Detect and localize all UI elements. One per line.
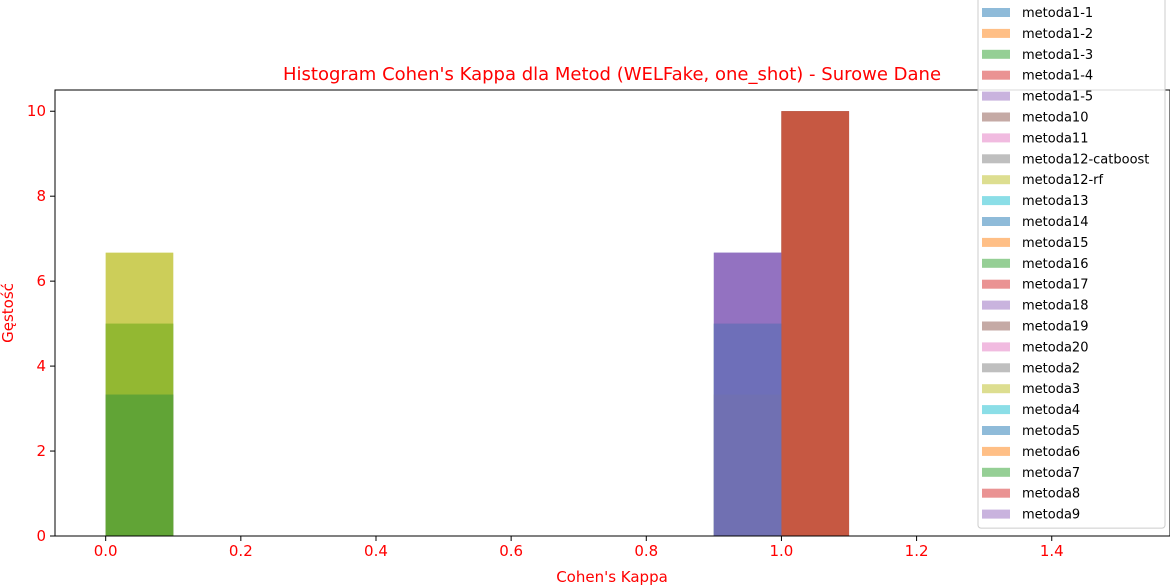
x-tick-label: 1.4	[1040, 542, 1064, 560]
legend-label: metoda1-2	[1022, 27, 1093, 42]
legend: metoda1-1 metoda1-2 metoda1-3 metoda1-4 meto…	[977, 0, 1166, 529]
x-tick-label: 1.0	[770, 542, 794, 560]
legend-label: metoda19	[1022, 320, 1088, 335]
x-tick-label: 0.2	[229, 542, 253, 560]
x-tick-label: 0.8	[634, 542, 658, 560]
legend-label: metoda10	[1022, 111, 1088, 126]
legend-label: metoda14	[1022, 215, 1088, 230]
legend-swatch	[982, 154, 1010, 164]
legend-swatch	[982, 70, 1010, 80]
legend-swatch	[982, 112, 1010, 122]
x-tick-label: 0.4	[364, 542, 388, 560]
x-tick-label: 0.6	[499, 542, 523, 560]
legend-label: metoda18	[1022, 299, 1088, 314]
legend-swatch	[982, 321, 1010, 331]
bars-group	[105, 111, 850, 537]
legend-label: metoda7	[1022, 466, 1080, 481]
legend-label: metoda1-5	[1022, 90, 1093, 105]
legend-swatch	[982, 363, 1010, 373]
legend-label: metoda17	[1022, 278, 1088, 293]
legend-label: metoda11	[1022, 131, 1088, 146]
legend-swatch	[982, 196, 1010, 206]
legend-label: metoda12-rf	[1022, 173, 1104, 188]
legend-swatch	[982, 237, 1010, 247]
legend-swatch	[982, 300, 1010, 310]
legend-swatch	[982, 8, 1010, 17]
y-tick-label: 2	[36, 442, 46, 460]
legend-label: metoda4	[1022, 403, 1080, 418]
legend-swatch	[982, 217, 1010, 226]
y-tick-label: 0	[36, 527, 46, 545]
legend-swatch	[982, 175, 1010, 185]
legend-label: metoda13	[1022, 194, 1088, 209]
y-tick-label: 8	[36, 187, 46, 205]
y-tick-label: 10	[27, 102, 46, 120]
x-tick-label: 1.2	[905, 542, 929, 560]
legend-label: metoda20	[1022, 340, 1088, 355]
legend-swatch	[982, 258, 1010, 268]
legend-swatch	[982, 133, 1010, 143]
legend-swatch	[982, 279, 1010, 289]
legend-label: metoda16	[1022, 257, 1088, 272]
y-tick-label: 6	[36, 272, 46, 290]
legend-swatch	[982, 342, 1010, 352]
axes-frame	[54, 89, 1170, 537]
legend-swatch	[982, 488, 1010, 498]
histogram-bar-series-23-bin-0	[781, 111, 850, 537]
legend-box	[977, 0, 1166, 529]
legend-swatch	[982, 509, 1010, 519]
legend-swatch	[982, 405, 1010, 415]
legend-label: metoda1-3	[1022, 48, 1093, 63]
x-tick-label: 0.0	[94, 542, 118, 560]
y-tick-label: 4	[36, 357, 46, 375]
histogram-bar-series-24-bin-0	[713, 252, 782, 536]
legend-swatch	[982, 467, 1010, 477]
y-axis-label: Gęstość	[0, 283, 17, 343]
legend-swatch	[982, 91, 1010, 101]
legend-swatch	[982, 426, 1010, 435]
legend-label: metoda9	[1022, 508, 1080, 523]
legend-label: metoda15	[1022, 236, 1088, 251]
x-ticks-group: 0.0 0.2 0.4 0.6 0.8 1.0 1.2 1.4	[94, 536, 1064, 560]
legend-swatch	[982, 49, 1010, 59]
legend-label: metoda1-1	[1022, 6, 1093, 21]
legend-label: metoda12-catboost	[1022, 152, 1149, 167]
legend-label: metoda6	[1022, 445, 1080, 460]
legend-label: metoda1-4	[1022, 69, 1093, 84]
legend-swatch	[982, 28, 1010, 38]
legend-label: metoda3	[1022, 382, 1080, 397]
chart-title: Histogram Cohen's Kappa dla Metod (WELFa…	[283, 64, 941, 85]
legend-swatch	[982, 384, 1010, 394]
y-ticks-group: 0 2 4 6 8 10	[27, 102, 55, 545]
legend-label: metoda2	[1022, 361, 1080, 376]
legend-swatch	[982, 446, 1010, 456]
histogram-bar-series-22-bin-0	[105, 394, 174, 536]
legend-label: metoda5	[1022, 424, 1080, 439]
legend-label: metoda8	[1022, 487, 1080, 502]
x-axis-label: Cohen's Kappa	[556, 568, 668, 586]
